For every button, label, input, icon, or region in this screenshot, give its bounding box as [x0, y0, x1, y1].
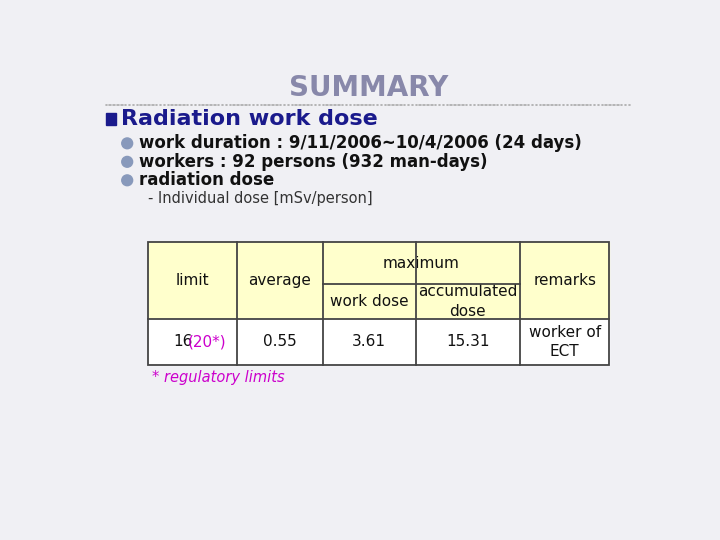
Bar	[106, 112, 116, 125]
Circle shape	[122, 175, 132, 186]
Circle shape	[122, 138, 132, 148]
Text: average: average	[248, 273, 311, 288]
Text: - Individual dose [mSv/person]: - Individual dose [mSv/person]	[148, 191, 373, 206]
Text: (20*): (20*)	[187, 334, 226, 349]
Text: worker of
ECT: worker of ECT	[528, 325, 600, 360]
Text: SUMMARY: SUMMARY	[289, 74, 449, 102]
Text: 15.31: 15.31	[446, 334, 490, 349]
Text: remarks: remarks	[534, 273, 596, 288]
Text: maximum: maximum	[383, 255, 460, 271]
Text: workers : 92 persons (932 man-days): workers : 92 persons (932 man-days)	[139, 153, 487, 171]
Text: radiation dose: radiation dose	[139, 171, 274, 190]
Text: 16: 16	[174, 334, 193, 349]
Bar	[148, 242, 609, 365]
Text: limit: limit	[176, 273, 210, 288]
Text: 3.61: 3.61	[352, 334, 386, 349]
Text: work duration : 9/11/2006~10/4/2006 (24 days): work duration : 9/11/2006~10/4/2006 (24 …	[139, 134, 582, 152]
Text: 0.55: 0.55	[263, 334, 297, 349]
Bar	[148, 319, 609, 365]
Text: work dose: work dose	[330, 294, 408, 309]
Text: Radiation work dose: Radiation work dose	[121, 109, 378, 129]
Bar	[148, 242, 609, 319]
Text: * regulatory limits: * regulatory limits	[152, 370, 284, 385]
Circle shape	[122, 157, 132, 167]
Text: accumulated
dose: accumulated dose	[418, 284, 518, 319]
